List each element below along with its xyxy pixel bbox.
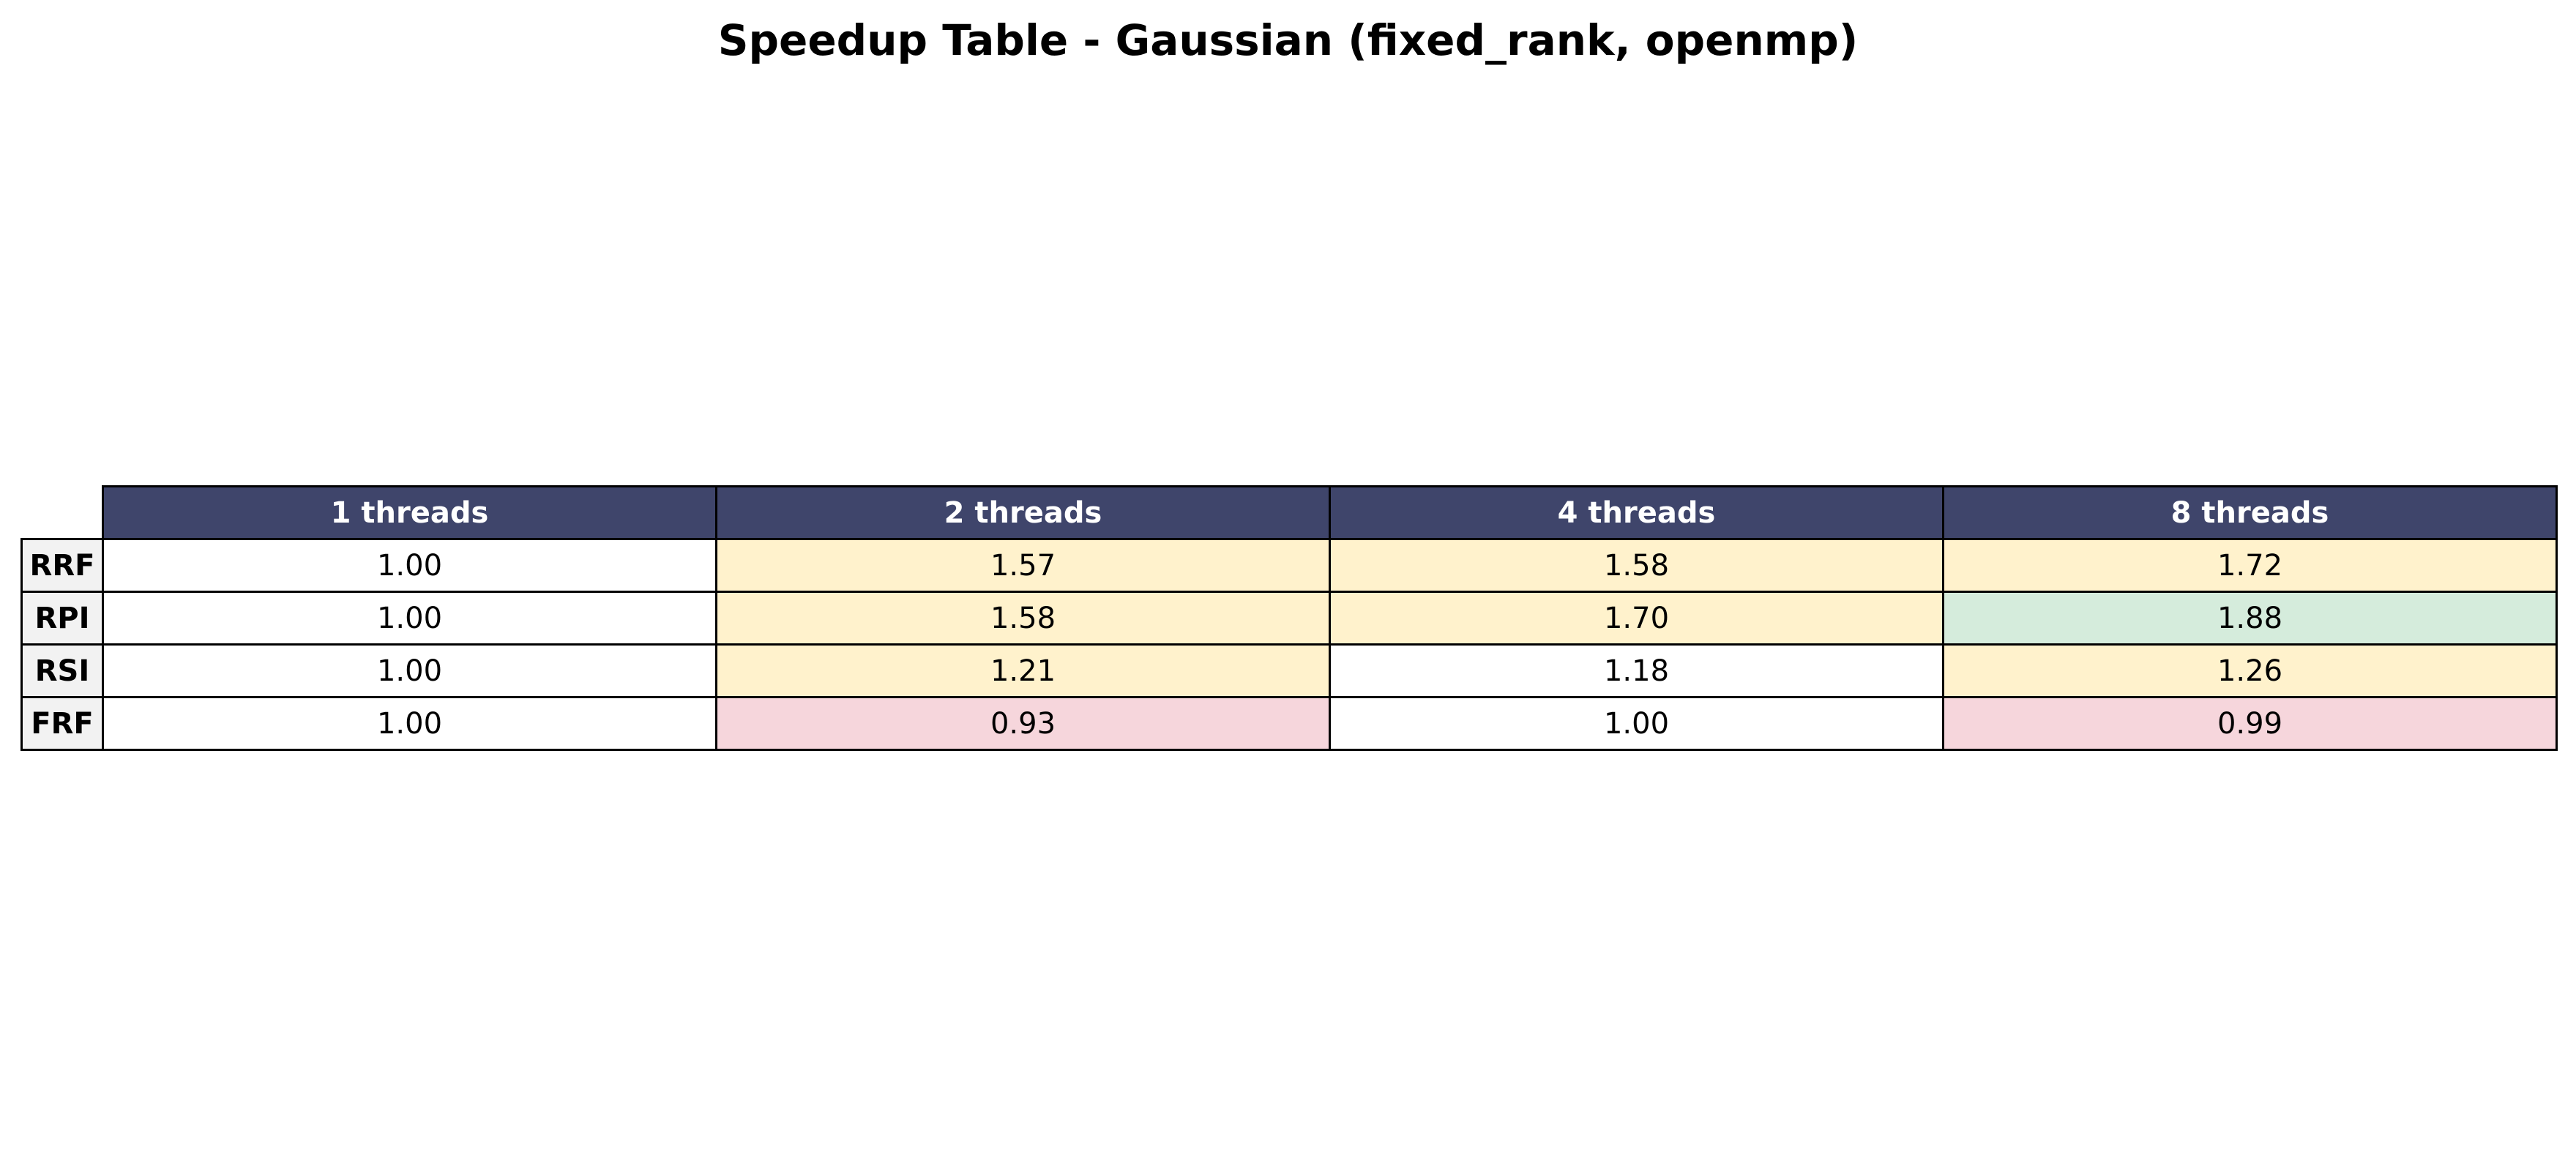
data-cell: 1.58 (715, 591, 1331, 646)
data-cell: 1.21 (715, 643, 1331, 698)
data-cell: 1.57 (715, 538, 1331, 593)
data-cell: 1.00 (1329, 696, 1944, 751)
row-header: RSI (20, 643, 104, 698)
data-cell: 1.00 (102, 591, 717, 646)
table-row: RRF 1.00 1.57 1.58 1.72 (20, 538, 2558, 593)
column-header: 8 threads (1942, 485, 2558, 540)
table-row: FRF 1.00 0.93 1.00 0.99 (20, 696, 2558, 751)
data-cell: 1.70 (1329, 591, 1944, 646)
data-cell: 1.00 (102, 538, 717, 593)
row-header: FRF (20, 696, 104, 751)
data-cell: 1.26 (1942, 643, 2558, 698)
data-cell: 1.88 (1942, 591, 2558, 646)
data-cell: 1.58 (1329, 538, 1944, 593)
corner-cell (22, 487, 103, 539)
data-cell: 1.00 (102, 643, 717, 698)
column-header: 2 threads (715, 485, 1331, 540)
data-cell: 0.93 (715, 696, 1331, 751)
data-cell: 1.00 (102, 696, 717, 751)
data-cell: 1.72 (1942, 538, 2558, 593)
column-header: 1 threads (102, 485, 717, 540)
table-row: RPI 1.00 1.58 1.70 1.88 (20, 591, 2558, 646)
data-cell: 0.99 (1942, 696, 2558, 751)
header-row: 1 threads 2 threads 4 threads 8 threads (22, 485, 2558, 540)
row-header: RRF (20, 538, 104, 593)
row-header: RPI (20, 591, 104, 646)
chart-title: Speedup Table - Gaussian (fixed_rank, op… (717, 15, 1859, 65)
speedup-table: 1 threads 2 threads 4 threads 8 threads … (20, 485, 2558, 751)
column-header: 4 threads (1329, 485, 1944, 540)
table-row: RSI 1.00 1.21 1.18 1.26 (20, 643, 2558, 698)
data-cell: 1.18 (1329, 643, 1944, 698)
